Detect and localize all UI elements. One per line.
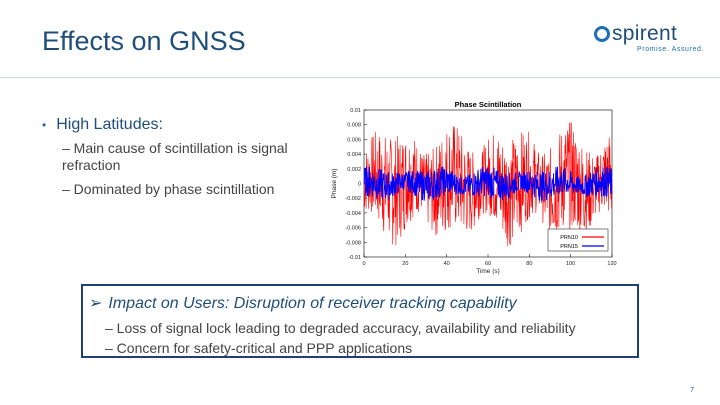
y-tick-label: 0.004 bbox=[347, 152, 361, 158]
x-tick-label: 40 bbox=[444, 261, 450, 267]
logo-wordmark: spirent bbox=[612, 22, 678, 45]
x-tick-label: 60 bbox=[485, 261, 491, 267]
y-tick-label: -0.01 bbox=[348, 255, 361, 261]
y-tick-label: -0.006 bbox=[345, 226, 361, 232]
callout-item-safety: – Concern for safety-critical and PPP ap… bbox=[105, 340, 413, 356]
callout-heading-row: ➢ Impact on Users: Disruption of receiver… bbox=[89, 293, 517, 313]
y-axis-label: Phase (m) bbox=[331, 169, 338, 199]
subpoint-refraction: – Main cause of scintillation is signal … bbox=[62, 140, 288, 173]
spirent-logo: spirent Promise. Assured. bbox=[594, 22, 704, 56]
page-number: 7 bbox=[690, 387, 694, 394]
chart-title: Phase Scintillation bbox=[455, 100, 522, 109]
logo-ring-icon bbox=[594, 26, 610, 42]
bullet-high-latitudes: • High Latitudes: bbox=[42, 116, 163, 134]
arrow-bullet-icon: ➢ bbox=[89, 295, 103, 312]
y-tick-label: 0.008 bbox=[347, 123, 361, 129]
x-tick-label: 100 bbox=[566, 261, 575, 267]
callout-heading: Impact on Users: Disruption of receiver … bbox=[108, 295, 517, 312]
series-line-prn15 bbox=[363, 166, 613, 202]
subpoint-phase: – Dominated by phase scintillation bbox=[62, 181, 275, 197]
x-axis-label: Time (s) bbox=[476, 268, 500, 275]
logo-tagline: Promise. Assured. bbox=[637, 46, 704, 53]
x-tick-label: 80 bbox=[526, 261, 532, 267]
title-divider bbox=[0, 77, 720, 78]
slide-title: Effects on GNSS bbox=[42, 26, 246, 56]
bullet-text: High Latitudes: bbox=[56, 116, 163, 133]
legend-label: PRN15 bbox=[560, 244, 578, 250]
y-tick-label: -0.008 bbox=[345, 240, 361, 246]
y-tick-label: -0.002 bbox=[345, 196, 361, 202]
y-tick-label: 0 bbox=[358, 182, 361, 188]
legend-label: PRN10 bbox=[560, 235, 578, 241]
legend-box bbox=[547, 228, 609, 252]
x-tick-label: 20 bbox=[402, 261, 408, 267]
y-tick-label: 0.006 bbox=[347, 137, 361, 143]
y-tick-label: -0.004 bbox=[345, 211, 361, 217]
y-tick-label: 0.002 bbox=[347, 167, 361, 173]
y-tick-label: 0.01 bbox=[350, 108, 361, 114]
x-tick-label: 0 bbox=[362, 261, 365, 267]
x-tick-label: 120 bbox=[607, 261, 616, 267]
impact-callout: ➢ Impact on Users: Disruption of receiver… bbox=[81, 284, 639, 358]
bullet-dot-icon: • bbox=[42, 118, 47, 132]
phase-scintillation-chart: Phase Scintillation 0.01 0.008 0.006 0.004 0.… bbox=[331, 100, 617, 275]
callout-item-signal-lock: – Loss of signal lock leading to degrade… bbox=[105, 320, 576, 336]
